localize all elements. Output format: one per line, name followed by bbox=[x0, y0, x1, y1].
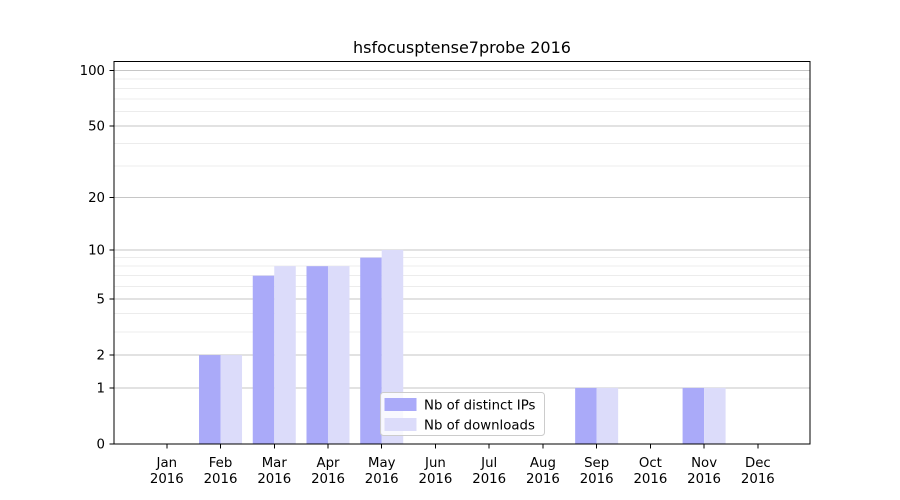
bars-group bbox=[199, 249, 726, 444]
x-tick-label-month-jul: Jul bbox=[480, 456, 497, 471]
bar-apr-downloads bbox=[327, 266, 350, 444]
y-tick-label-10: 10 bbox=[88, 244, 105, 259]
plot-border bbox=[113, 61, 811, 445]
legend-label-distinct-ips: Nb of distinct IPs bbox=[424, 399, 536, 414]
x-tick-label-year-oct: 2016 bbox=[633, 472, 667, 487]
x-tick-label-year-sep: 2016 bbox=[580, 472, 614, 487]
x-tick-label-month-oct: Oct bbox=[639, 456, 662, 471]
x-tick-label-month-sep: Sep bbox=[584, 456, 609, 471]
x-tick-label-year-aug: 2016 bbox=[526, 472, 560, 487]
y-tick-label-50: 50 bbox=[88, 119, 105, 134]
x-tick-label-year-mar: 2016 bbox=[257, 472, 291, 487]
x-tick-label-month-dec: Dec bbox=[745, 456, 771, 471]
bar-nov-downloads bbox=[704, 387, 726, 444]
x-tick-label-year-jan: 2016 bbox=[150, 472, 184, 487]
minor-gridlines bbox=[114, 78, 810, 333]
bar-sep-distinct-ips bbox=[575, 387, 597, 444]
bar-feb-downloads bbox=[220, 355, 243, 444]
y-tick-label-100: 100 bbox=[80, 64, 105, 79]
y-tick-label-0: 0 bbox=[97, 438, 105, 453]
x-tick-label-year-nov: 2016 bbox=[687, 472, 721, 487]
x-tick-label-month-mar: Mar bbox=[262, 456, 288, 471]
x-tick-label-year-apr: 2016 bbox=[311, 472, 345, 487]
x-tick-label-month-jun: Jun bbox=[424, 456, 446, 471]
axes-group: 0125102050100Jan2016Feb2016Mar2016Apr201… bbox=[80, 61, 811, 487]
bar-apr-distinct-ips bbox=[306, 266, 328, 444]
x-tick-label-month-may: May bbox=[368, 456, 396, 471]
bar-may-distinct-ips bbox=[360, 257, 382, 444]
bar-sep-downloads bbox=[596, 387, 619, 444]
x-tick-label-month-aug: Aug bbox=[530, 456, 556, 471]
x-tick-label-month-apr: Apr bbox=[316, 456, 340, 471]
x-tick-label-year-feb: 2016 bbox=[204, 472, 238, 487]
x-tick-label-month-jan: Jan bbox=[156, 456, 178, 471]
x-tick-label-year-jul: 2016 bbox=[472, 472, 506, 487]
legend-box bbox=[380, 392, 545, 436]
y-tick-label-1: 1 bbox=[97, 382, 105, 397]
legend-swatch-downloads bbox=[384, 418, 417, 431]
x-tick-label-month-feb: Feb bbox=[209, 456, 233, 471]
x-tick-label-year-dec: 2016 bbox=[741, 472, 775, 487]
bar-feb-distinct-ips bbox=[199, 355, 221, 444]
y-tick-label-5: 5 bbox=[97, 293, 105, 308]
legend-swatch-distinct-ips bbox=[384, 398, 417, 411]
legend: Nb of distinct IPs Nb of downloads bbox=[380, 392, 545, 436]
y-tick-label-2: 2 bbox=[97, 349, 105, 364]
x-tick-label-year-may: 2016 bbox=[365, 472, 399, 487]
bar-mar-distinct-ips bbox=[252, 275, 275, 444]
chart-title: hsfocusptense7probe 2016 bbox=[353, 38, 571, 57]
x-tick-label-month-nov: Nov bbox=[691, 456, 717, 471]
legend-label-downloads: Nb of downloads bbox=[424, 419, 535, 434]
x-tick-label-year-jun: 2016 bbox=[419, 472, 453, 487]
y-tick-label-20: 20 bbox=[88, 191, 105, 206]
bar-nov-distinct-ips bbox=[682, 387, 705, 444]
major-gridlines bbox=[114, 70, 810, 389]
bar-mar-downloads bbox=[274, 266, 296, 444]
